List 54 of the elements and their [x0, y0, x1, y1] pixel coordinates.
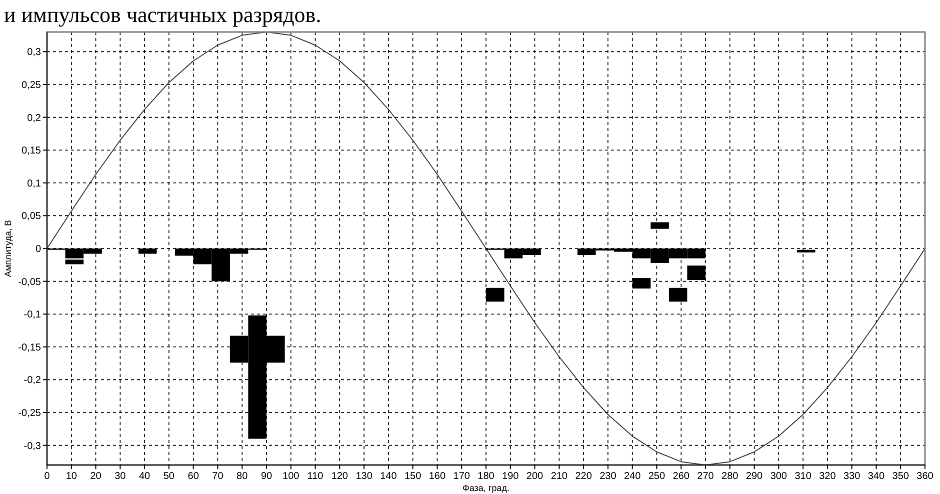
x-tick-label: 350	[892, 471, 910, 482]
x-tick-label: 60	[188, 471, 200, 482]
chart-title: и импульсов частичных разрядов.	[4, 2, 322, 27]
x-tick-label: 30	[114, 471, 126, 482]
x-tick-label: 130	[356, 471, 373, 482]
x-tick-label: 90	[260, 471, 272, 482]
x-tick-label: 210	[550, 471, 568, 482]
x-tick-label: 330	[843, 471, 861, 482]
x-tick-label: 310	[794, 471, 812, 482]
x-tick-label: 80	[236, 471, 248, 482]
x-tick-label: 340	[868, 471, 885, 482]
x-tick-label: 230	[600, 471, 617, 482]
x-tick-label: 20	[90, 471, 102, 482]
x-tick-label: 220	[575, 471, 592, 482]
y-tick-label: 0,2	[27, 112, 42, 124]
x-tick-label: 120	[331, 471, 348, 482]
y-tick-label: 0,3	[27, 47, 42, 58]
x-tick-label: 300	[770, 471, 788, 482]
x-tick-label: 320	[819, 471, 836, 482]
x-tick-label: 190	[502, 471, 520, 482]
y-tick-label: -0,15	[18, 342, 42, 354]
x-tick-label: 50	[163, 471, 175, 482]
y-tick-label: 0,1	[27, 178, 42, 190]
x-tick-label: 180	[478, 471, 495, 482]
x-tick-label: 240	[624, 471, 642, 482]
x-tick-label: 40	[138, 471, 151, 482]
x-tick-label: 260	[672, 471, 690, 482]
y-tick-label: 0	[35, 244, 42, 255]
y-tick-label: 0,15	[22, 146, 42, 157]
x-tick-label: 360	[916, 471, 934, 482]
y-tick-label: -0,2	[24, 375, 42, 386]
x-tick-label: 10	[66, 471, 78, 482]
x-tick-label: 250	[648, 471, 666, 482]
x-axis-title: Фаза, град.	[462, 483, 510, 493]
x-tick-label: 280	[722, 471, 739, 482]
y-tick-label: -0,25	[18, 408, 42, 420]
x-tick-label: 140	[380, 471, 398, 482]
x-tick-label: 0	[44, 471, 50, 482]
x-tick-label: 290	[746, 471, 764, 482]
y-tick-label: -0,1	[24, 310, 42, 321]
x-tick-label: 170	[453, 471, 470, 482]
y-tick-label: 0,05	[22, 211, 42, 222]
y-tick-label: 0,25	[22, 80, 42, 91]
y-axis-title: Амплитуда, В	[3, 220, 13, 278]
x-tick-label: 270	[697, 471, 714, 482]
x-tick-label: 160	[428, 471, 446, 482]
x-tick-label: 100	[282, 471, 300, 482]
x-tick-label: 150	[404, 471, 422, 482]
x-tick-label: 110	[307, 471, 324, 482]
x-tick-label: 70	[212, 471, 224, 482]
y-tick-label: -0,05	[18, 276, 42, 288]
line-series	[46, 32, 926, 466]
x-tick-label: 200	[526, 471, 544, 482]
y-tick-label: -0,3	[24, 440, 42, 452]
